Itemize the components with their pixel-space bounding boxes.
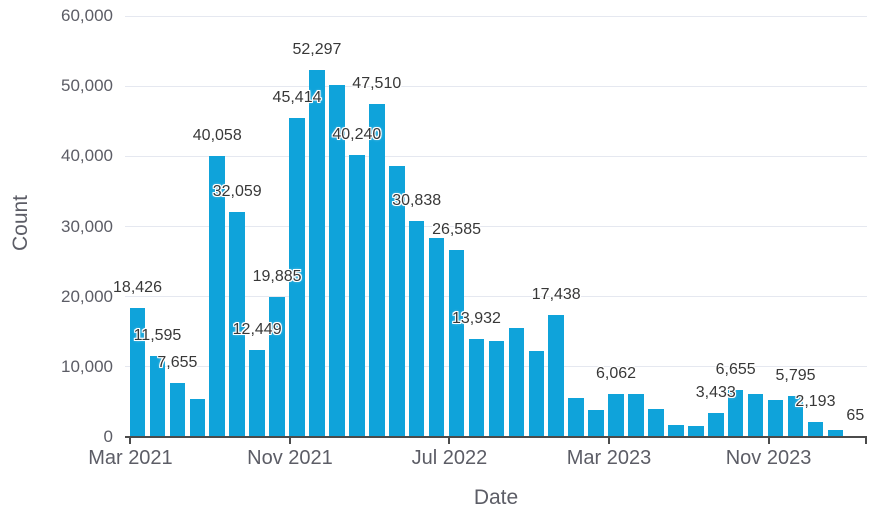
column-bar[interactable] [249,349,265,437]
bar-value-label: 19,885 [252,268,302,286]
bar-value-label: 30,838 [392,191,442,209]
column-bar[interactable] [349,154,365,437]
bar-value-label: 65 [846,406,865,424]
column-bar[interactable] [488,340,505,437]
column-bar[interactable] [229,212,245,437]
bar-value-label: 6,062 [596,365,637,383]
column-bar[interactable] [209,155,226,437]
column-bar[interactable] [129,307,146,437]
x-tick-mark [448,438,451,444]
column-bar[interactable] [628,393,644,437]
y-tick-label: 50,000 [61,76,113,96]
bar-value-label: 6,655 [715,361,756,379]
column-bar[interactable] [608,394,624,437]
column-bar[interactable] [388,166,405,437]
y-tick-label: 10,000 [61,356,113,376]
column-bar[interactable] [707,412,724,437]
bar-value-label: 40,240 [332,125,382,143]
column-bar[interactable] [329,84,345,437]
y-tick-label: 0 [103,427,113,446]
bar-value-label: 7,655 [157,354,198,372]
column-bar[interactable] [508,327,525,437]
x-axis-line [125,436,867,438]
bar-value-label: 11,595 [133,326,182,344]
column-bar[interactable] [787,396,804,437]
column-bar[interactable] [428,238,445,437]
column-bar[interactable] [588,410,604,437]
column-bar[interactable] [149,355,166,437]
bar-value-label: 12,449 [232,320,282,338]
bar-value-label: 40,058 [192,126,242,144]
column-bar[interactable] [289,118,305,437]
column-bar[interactable] [807,421,824,437]
x-tick-label: Mar 2023 [566,447,652,469]
column-bar[interactable] [408,220,425,437]
bar-value-label: 13,932 [452,310,501,328]
column-bar[interactable] [468,339,485,437]
column-bar[interactable] [448,250,465,437]
gridline [125,85,867,87]
bar-value-label: 47,510 [352,74,402,92]
bar-value-label: 17,438 [531,285,581,303]
y-tick-label: 20,000 [61,286,113,306]
bar-value-label: 26,585 [432,221,481,239]
x-tick-label: Nov 2021 [247,447,333,469]
bar-value-label: 5,795 [775,367,816,385]
x-tick-mark [864,438,867,444]
column-bar[interactable] [688,426,704,437]
x-tick-mark [767,438,770,444]
column-bar[interactable] [189,399,206,437]
column-bar[interactable] [269,297,285,437]
gridline [125,155,867,157]
column-bar[interactable] [727,390,744,437]
gridline [125,226,867,227]
gridline [125,296,867,298]
column-bar[interactable] [767,399,784,437]
x-tick-label: Nov 2023 [725,447,812,469]
column-bar[interactable] [368,103,385,437]
column-bar[interactable] [568,398,584,437]
bar-value-label: 45,414 [272,89,322,107]
column-bar[interactable] [309,70,325,437]
gridline [125,15,867,17]
y-axis-title: Count [9,194,32,252]
column-bar[interactable] [827,429,844,437]
bar-value-label: 18,426 [113,278,162,296]
x-tick-mark [288,438,291,444]
column-bar[interactable] [528,351,545,437]
x-tick-mark [608,438,610,444]
column-bar[interactable] [648,408,664,437]
x-axis-title: Date [473,486,519,509]
y-tick-label: 30,000 [61,216,113,236]
bar-value-label: 2,193 [795,392,836,410]
column-bar[interactable] [169,383,186,437]
x-tick-label: Jul 2022 [411,447,488,469]
bar-value-label: 52,297 [292,41,342,59]
column-bar[interactable] [548,314,565,437]
y-tick-label: 60,000 [61,6,113,25]
x-tick-label: Mar 2021 [88,447,173,469]
bar-value-label: 32,059 [212,183,262,201]
column-bar[interactable] [747,393,764,437]
bar-value-label: 3,433 [695,383,736,401]
x-tick-mark [129,438,132,444]
y-tick-label: 40,000 [61,146,113,166]
plot-area: 18,426 11,595 7,655 40,058 32,059 12,449 19,88… [113,15,867,438]
column-bar[interactable] [668,425,684,437]
